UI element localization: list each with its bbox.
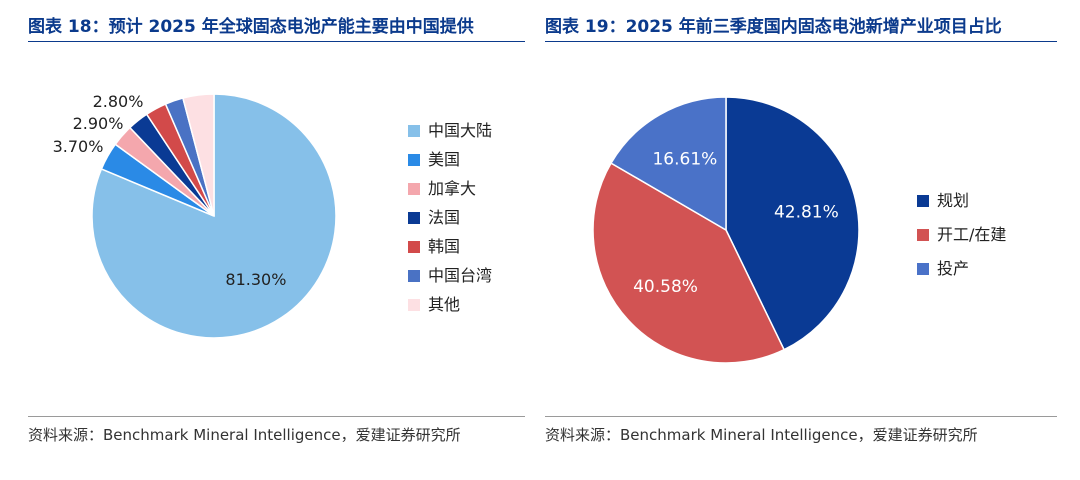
figure-18-source: 资料来源：Benchmark Mineral Intelligence，爱建证券…	[28, 426, 461, 444]
source-divider	[28, 416, 525, 417]
legend-label-其他: 其他	[428, 295, 460, 314]
legend-swatch-法国	[408, 212, 420, 224]
legend-label-中国台湾: 中国台湾	[428, 266, 492, 285]
legend-swatch-其他	[408, 299, 420, 311]
legend-label-投产: 投产	[937, 259, 969, 278]
legend-label-法国: 法国	[428, 208, 460, 227]
figure-19-source: 资料来源：Benchmark Mineral Intelligence，爱建证券…	[545, 426, 978, 444]
pie-slice-其他	[182, 93, 215, 217]
legend-label-韩国: 韩国	[428, 237, 460, 256]
legend-label-中国大陆: 中国大陆	[428, 121, 492, 140]
data-label-美国: 3.70%	[53, 137, 104, 156]
legend-swatch-投产	[917, 263, 929, 275]
legend-label-美国: 美国	[428, 150, 460, 169]
legend-label-规划: 规划	[937, 191, 969, 210]
pie-slice-投产	[610, 96, 727, 232]
data-label-开工-在建: 40.58%	[633, 277, 698, 297]
legend-swatch-规划	[917, 195, 929, 207]
legend-label-开工-在建: 开工/在建	[937, 225, 1006, 244]
legend-swatch-美国	[408, 154, 420, 166]
legend-swatch-中国大陆	[408, 125, 420, 137]
legend-swatch-中国台湾	[408, 270, 420, 282]
data-label-投产: 16.61%	[652, 150, 717, 170]
title-divider	[28, 41, 525, 42]
pie-slice-开工-在建	[592, 162, 786, 364]
figure-19-title: 图表 19：2025 年前三季度国内固态电池新增产业项目占比	[545, 17, 1002, 37]
title-divider	[545, 41, 1057, 42]
legend-swatch-加拿大	[408, 183, 420, 195]
legend-label-加拿大: 加拿大	[428, 179, 476, 198]
data-label-法国: 2.80%	[93, 92, 144, 111]
data-label-加拿大: 2.90%	[73, 114, 124, 133]
legend-swatch-韩国	[408, 241, 420, 253]
figure-18-title: 图表 18：预计 2025 年全球固态电池产能主要由中国提供	[28, 17, 474, 37]
figure-18-panel: 图表 18：预计 2025 年全球固态电池产能主要由中国提供 81.30% 3.7…	[28, 0, 525, 480]
source-divider	[545, 416, 1057, 417]
figure-19-panel: 图表 19：2025 年前三季度国内固态电池新增产业项目占比 42.81% 40.…	[545, 0, 1057, 480]
data-label-中国大陆: 81.30%	[225, 270, 286, 289]
data-label-规划: 42.81%	[774, 203, 839, 223]
pie-slice-规划	[725, 96, 860, 351]
legend-swatch-开工-在建	[917, 229, 929, 241]
